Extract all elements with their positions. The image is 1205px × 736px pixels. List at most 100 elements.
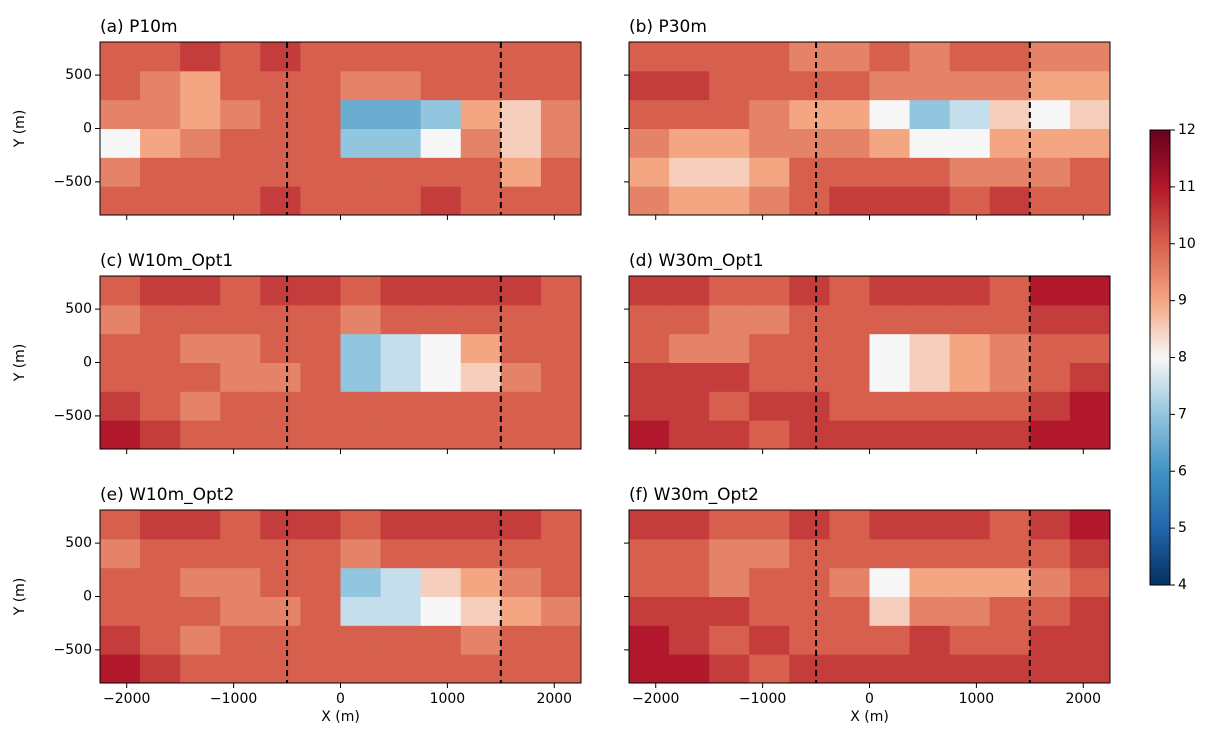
heatmap-cell <box>669 128 710 158</box>
y-tick-label: 500 <box>65 535 92 551</box>
heatmap-cell <box>180 70 221 101</box>
heatmap-cell <box>460 70 502 101</box>
heatmap-cell <box>909 538 951 569</box>
heatmap-cell <box>669 391 710 421</box>
panel: −500 0 500 (a) P10m Y (m) <box>12 17 582 220</box>
heatmap-cell <box>909 70 951 101</box>
x-axis-label: X (m) <box>850 709 889 725</box>
panel-title: (f) W30m_Opt2 <box>629 485 759 505</box>
heatmap-cell <box>829 654 870 684</box>
heatmap-cell <box>989 99 1031 129</box>
heatmap-cell <box>869 128 911 158</box>
heatmap-cell <box>989 596 1031 626</box>
heatmap-cell <box>989 654 1031 684</box>
panel-title: (e) W10m_Opt2 <box>100 485 234 505</box>
heatmap-cell <box>180 654 221 684</box>
heatmap-cell <box>540 42 582 72</box>
heatmap-cell <box>140 304 181 335</box>
heatmap-cell <box>460 42 502 72</box>
heatmap-cell <box>829 99 870 129</box>
heatmap-cell <box>989 420 1031 450</box>
heatmap-cell <box>909 654 951 684</box>
heatmap-cell <box>909 420 951 450</box>
heatmap-cell <box>260 42 301 72</box>
heatmap-cell <box>789 333 830 363</box>
heatmap-cell <box>100 186 141 216</box>
heatmap-cell <box>180 186 221 216</box>
heatmap-cell <box>540 186 582 216</box>
heatmap-cell <box>1069 420 1111 450</box>
heatmap-cell <box>829 510 870 540</box>
heatmap-cell <box>260 304 301 335</box>
heatmap-cell <box>629 538 670 569</box>
heatmap-cell <box>989 538 1031 569</box>
heatmap-cell <box>909 362 951 392</box>
heatmap-cell <box>949 567 991 597</box>
heatmap-cell <box>540 625 582 655</box>
heatmap-cell <box>420 333 462 363</box>
heatmap-cell <box>629 510 670 540</box>
heatmap-cell <box>629 128 670 158</box>
colorbar-tick-label: 7 <box>1178 406 1187 422</box>
heatmap-cell <box>869 70 911 101</box>
panel: −500 0 500 (c) W10m_Opt1 Y (m) <box>12 251 582 454</box>
heatmap-cell <box>340 625 382 655</box>
heatmap-cell <box>420 42 462 72</box>
heatmap-cell <box>420 596 462 626</box>
heatmap-cell <box>629 625 670 655</box>
heatmap-cell <box>180 362 221 392</box>
heatmap-cell <box>869 362 911 392</box>
heatmap-cell <box>180 567 221 597</box>
heatmap-cell <box>180 42 221 72</box>
heatmap-cell <box>460 362 502 392</box>
heatmap-cell <box>260 654 301 684</box>
heatmap-cell <box>949 596 991 626</box>
heatmap-cell <box>340 99 382 129</box>
heatmap-cell <box>789 391 830 421</box>
heatmap-cell <box>629 391 670 421</box>
heatmap-cell <box>749 333 790 363</box>
heatmap-cell <box>380 128 422 158</box>
heatmap-cell <box>220 654 261 684</box>
heatmap-cell <box>460 538 502 569</box>
heatmap-cell <box>340 128 382 158</box>
heatmap-cell <box>669 186 710 216</box>
heatmap-cell <box>829 304 870 335</box>
heatmap-cell <box>500 510 542 540</box>
heatmap-cell <box>949 304 991 335</box>
heatmap-cell <box>709 70 750 101</box>
heatmap-cell <box>789 567 830 597</box>
heatmap-cell <box>949 186 991 216</box>
heatmap-cell <box>869 333 911 363</box>
heatmap-cell <box>909 276 951 306</box>
y-tick-label: −500 <box>54 408 92 424</box>
heatmap-cell <box>100 333 141 363</box>
heatmap-cell <box>749 128 790 158</box>
heatmap-cell <box>1029 538 1071 569</box>
heatmap-cell <box>989 42 1031 72</box>
heatmap-cell <box>540 333 582 363</box>
heatmap-cell <box>789 420 830 450</box>
x-tick-label: −2000 <box>632 691 679 707</box>
heatmap-cell <box>989 567 1031 597</box>
heatmap-cell <box>220 625 261 655</box>
heatmap-cell <box>909 391 951 421</box>
heatmap-cell <box>909 128 951 158</box>
heatmap-cell <box>500 567 542 597</box>
heatmap-cell <box>180 391 221 421</box>
heatmap-cell <box>220 157 261 187</box>
heatmap-cell <box>669 362 710 392</box>
heatmap-cell <box>220 596 261 626</box>
heatmap-cell <box>380 157 422 187</box>
panel-title: (c) W10m_Opt1 <box>100 251 233 271</box>
heatmap-cell <box>100 276 141 306</box>
heatmap-cell <box>1029 128 1071 158</box>
heatmap-cell <box>380 596 422 626</box>
heatmap-cell <box>220 99 261 129</box>
x-tick-label: 0 <box>865 691 874 707</box>
heatmap-cell <box>749 157 790 187</box>
heatmap-cell <box>380 99 422 129</box>
heatmap-cell <box>629 420 670 450</box>
heatmap-cell <box>340 70 382 101</box>
heatmap-cell <box>380 420 422 450</box>
